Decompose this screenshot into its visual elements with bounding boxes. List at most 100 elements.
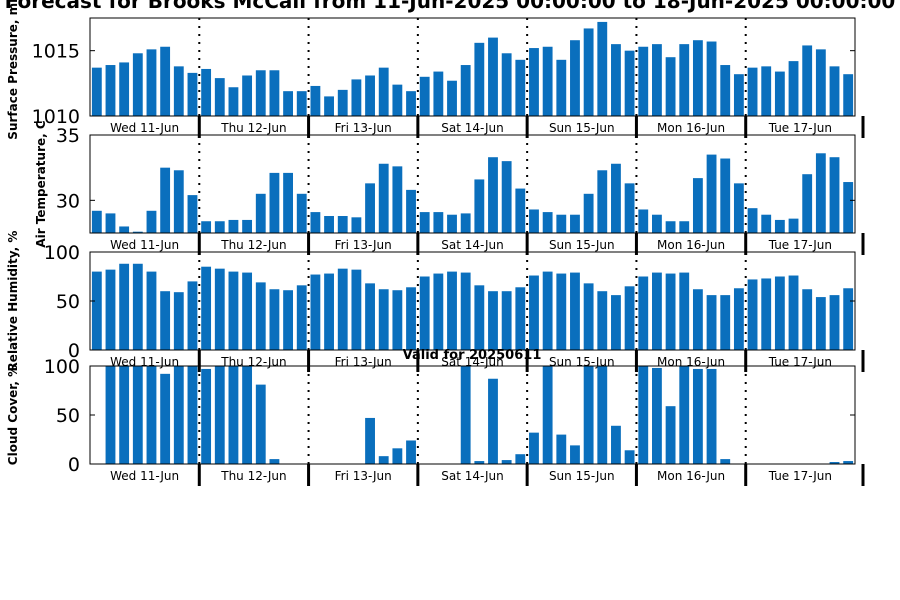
bar-p2-28 <box>474 285 485 350</box>
bar-p2-15 <box>296 285 307 350</box>
bar-p0-33 <box>542 46 553 116</box>
bar-p0-27 <box>460 65 471 116</box>
xtick-label-3-0: Wed 11-Jun <box>110 469 179 483</box>
ytick-label-2-100: 100 <box>44 242 80 264</box>
bar-p0-28 <box>474 42 485 116</box>
bar-p2-43 <box>679 272 690 350</box>
ytick-label-0-1015: 1015 <box>32 41 80 63</box>
bar-p1-48 <box>747 208 758 233</box>
bar-p2-10 <box>228 271 239 350</box>
bar-p2-24 <box>419 276 430 350</box>
bar-p2-26 <box>447 271 457 350</box>
bar-p2-52 <box>802 289 813 350</box>
bar-p0-37 <box>597 21 608 117</box>
bar-p3-10 <box>228 366 239 464</box>
bar-p0-17 <box>324 96 334 116</box>
bar-p3-32 <box>529 432 539 464</box>
bar-p2-47 <box>733 288 744 350</box>
bar-p0-22 <box>392 84 403 116</box>
ytick-label-2-50: 50 <box>56 291 80 313</box>
ytick-label-3-0: 0 <box>68 454 80 476</box>
bar-p2-3 <box>132 263 143 350</box>
bar-p2-40 <box>638 276 649 350</box>
bar-p1-10 <box>228 219 239 233</box>
bar-p0-6 <box>173 66 184 116</box>
bar-p1-17 <box>324 216 334 233</box>
bar-p1-32 <box>529 209 539 233</box>
bar-p3-21 <box>378 456 389 464</box>
ytick-label-3-50: 50 <box>56 405 80 427</box>
bar-p0-34 <box>556 59 567 116</box>
xtick-label-0-5: Mon 16-Jun <box>657 121 725 135</box>
bar-p0-54 <box>829 66 840 116</box>
bar-p1-38 <box>611 163 621 233</box>
bar-p3-11 <box>242 366 253 464</box>
bar-p2-48 <box>747 279 758 350</box>
bar-p1-14 <box>283 172 293 233</box>
bar-p0-41 <box>652 44 662 116</box>
bar-p1-19 <box>351 217 362 233</box>
bar-p1-45 <box>706 154 717 233</box>
bar-p1-53 <box>815 153 826 233</box>
bar-p0-7 <box>187 72 198 116</box>
bar-p3-20 <box>365 417 375 464</box>
bar-p1-37 <box>597 170 608 233</box>
bar-p1-15 <box>296 193 307 233</box>
bar-p1-21 <box>378 163 389 233</box>
bar-p2-50 <box>774 276 785 350</box>
bar-p3-13 <box>269 459 280 464</box>
ytick-label-1-30: 30 <box>56 190 80 212</box>
bar-p1-25 <box>433 212 444 233</box>
bar-p1-1 <box>105 213 116 233</box>
bar-p2-54 <box>829 295 840 350</box>
bar-p2-41 <box>652 272 662 350</box>
bar-p1-49 <box>761 214 772 233</box>
bar-p0-11 <box>242 75 253 116</box>
bar-p0-42 <box>665 57 676 116</box>
bar-p0-2 <box>119 62 130 116</box>
bar-p3-44 <box>692 368 703 464</box>
bar-p0-24 <box>419 76 430 116</box>
bar-p3-42 <box>665 406 676 464</box>
bar-p3-35 <box>570 445 580 464</box>
bar-p0-5 <box>160 46 171 116</box>
bar-p2-22 <box>392 290 403 350</box>
xtick-label-1-3: Sat 14-Jun <box>441 238 504 252</box>
bar-p2-5 <box>160 291 171 350</box>
bar-p1-6 <box>173 170 184 233</box>
bar-p0-32 <box>529 48 539 116</box>
bar-p2-51 <box>788 275 799 350</box>
xtick-label-2-2: Fri 13-Jun <box>335 355 392 369</box>
bar-p2-12 <box>255 282 266 350</box>
bar-p0-47 <box>733 74 744 116</box>
ytick-label-3-100: 100 <box>44 356 80 378</box>
bar-p3-8 <box>201 368 212 464</box>
bar-p1-43 <box>679 221 690 233</box>
bar-p3-33 <box>542 366 553 464</box>
bar-p1-18 <box>337 216 348 233</box>
bar-p1-55 <box>843 182 854 233</box>
bar-p0-35 <box>570 40 580 116</box>
bar-p3-30 <box>501 460 512 464</box>
bar-p3-38 <box>611 425 621 464</box>
bar-p2-9 <box>214 268 225 350</box>
bar-p2-42 <box>665 273 676 350</box>
bar-p2-55 <box>843 288 854 350</box>
bar-p1-5 <box>160 167 171 233</box>
bar-p0-29 <box>488 37 498 116</box>
bar-p1-41 <box>652 214 662 233</box>
bar-p0-31 <box>515 59 526 116</box>
bar-p2-37 <box>597 291 608 350</box>
bar-p3-1 <box>105 366 116 464</box>
xtick-label-0-0: Wed 11-Jun <box>110 121 179 135</box>
bar-p2-1 <box>105 269 116 350</box>
bar-p0-19 <box>351 79 362 116</box>
bar-p0-39 <box>624 50 635 116</box>
bar-p0-15 <box>296 91 307 116</box>
bar-p0-36 <box>583 28 594 117</box>
bar-p1-13 <box>269 172 280 233</box>
bar-p1-26 <box>447 214 457 233</box>
xtick-label-1-1: Thu 12-Jun <box>220 238 286 252</box>
bar-p2-2 <box>119 263 130 350</box>
bar-p2-19 <box>351 269 362 350</box>
